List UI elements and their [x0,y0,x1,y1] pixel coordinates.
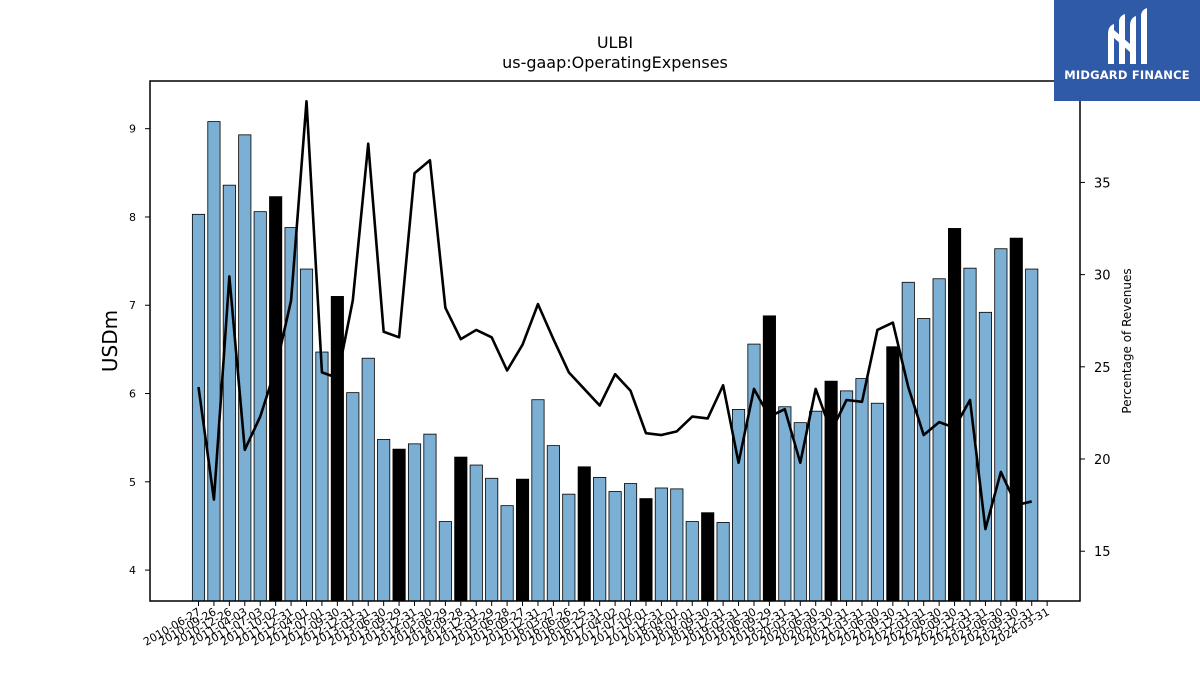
y-axis-left: 4 5 6 7 8 9 [129,123,150,577]
bar [222,184,236,602]
bar [932,278,946,602]
bar [917,318,931,602]
bar [438,521,452,602]
bar [191,213,206,602]
bar [454,456,468,602]
bar [346,392,360,602]
y2-tick-label: 20 [1094,453,1111,468]
bar [593,476,607,602]
bar [515,478,530,602]
y2-tick-label: 25 [1094,361,1111,376]
bar [716,522,730,602]
bar [886,346,900,602]
bar [701,512,715,602]
bar [485,477,499,602]
bar [500,505,514,602]
bar [407,443,422,602]
y-tick-label: 9 [129,123,136,136]
bar [361,357,375,602]
plot-frame [149,80,1081,602]
bar [299,268,314,602]
bar [469,464,483,602]
chart-title: ULBI [597,33,633,52]
brand-name: MIDGARD FINANCE [1064,68,1190,82]
bar [840,390,854,602]
bar [639,498,653,602]
bar [423,433,437,602]
bar [824,380,838,602]
bar [978,311,992,602]
bar [762,315,776,602]
bar [1025,268,1039,602]
pct-of-revenues-line [197,99,1033,531]
y-tick-label: 8 [129,211,136,224]
bar [685,521,699,602]
bar [577,466,591,602]
bar [1009,237,1023,602]
bar [330,296,344,602]
bar [546,445,560,602]
bar [562,493,576,602]
bar [269,196,283,602]
y2-axis-label: Percentage of Revenues [1120,268,1134,413]
y-tick-label: 7 [129,299,136,312]
bar [870,402,884,602]
bar [315,351,329,602]
bar [901,281,915,602]
chart-subtitle: us-gaap:OperatingExpenses [502,53,728,72]
bar [948,228,962,602]
bar [238,134,252,602]
y-axis-right: 15 20 25 30 35 [1080,176,1111,560]
bars-layer [191,121,1039,602]
x-axis: 2010-06-272010-09-262010-12-262011-04-03… [141,601,1052,649]
bar [207,121,221,602]
bar [747,343,761,602]
bar [531,399,545,602]
y-axis-label: USDm [98,310,122,372]
bar [654,487,668,602]
pct-line-layer [197,99,1033,531]
brand-logo: MIDGARD FINANCE [1054,0,1200,101]
bar [994,248,1008,602]
bar [392,448,406,602]
bar [855,378,869,602]
y2-tick-label: 30 [1094,269,1111,284]
y-tick-label: 5 [129,476,136,489]
bar [623,483,638,602]
y-tick-label: 6 [129,388,136,401]
bar [377,439,391,602]
bar [778,406,792,602]
y2-tick-label: 15 [1094,545,1111,560]
bar [670,488,684,602]
bar [608,491,622,602]
midgard-m-logo-icon [1108,8,1147,64]
bar [809,410,823,602]
y-tick-label: 4 [129,564,136,577]
bar [284,227,298,602]
y2-tick-label: 35 [1094,176,1111,191]
